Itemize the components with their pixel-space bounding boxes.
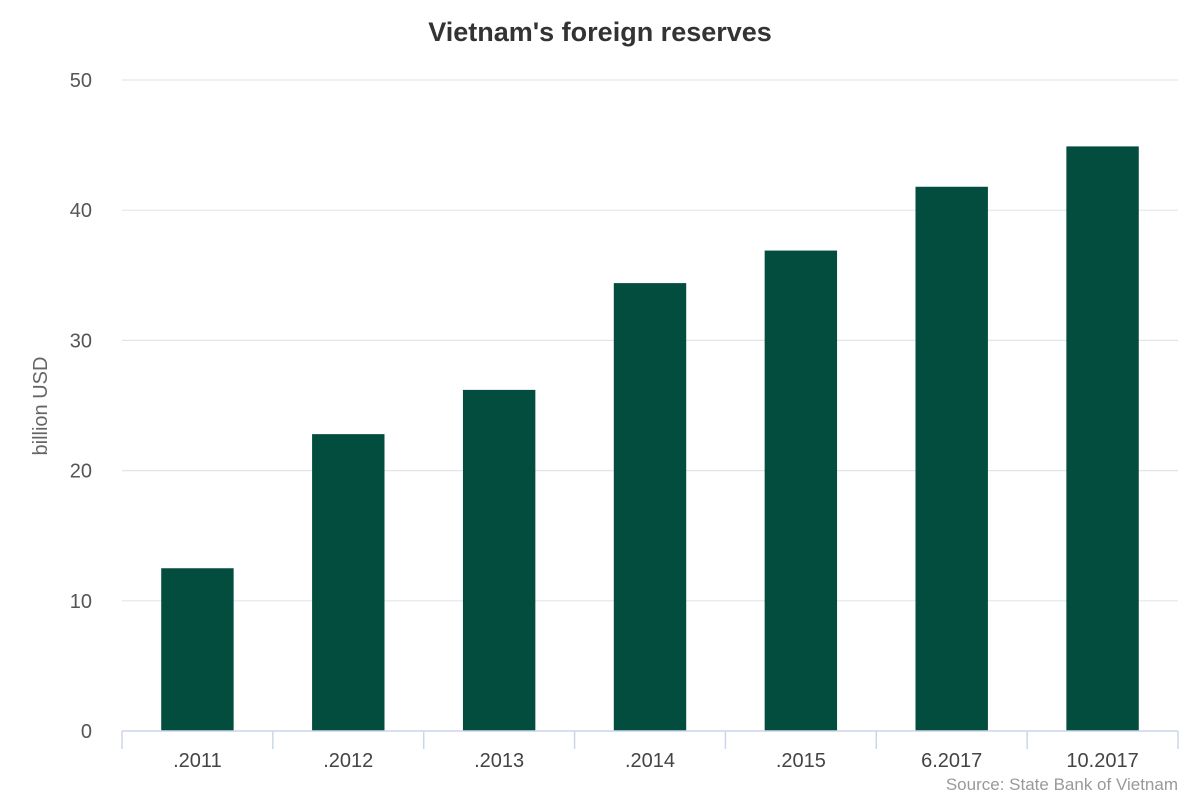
y-tick-label: 0 bbox=[81, 721, 92, 743]
bar[interactable] bbox=[613, 283, 687, 731]
x-tick-label: .2012 bbox=[323, 750, 373, 772]
bar[interactable] bbox=[161, 568, 234, 731]
bar[interactable] bbox=[915, 186, 988, 731]
source-credit: Source: State Bank of Vietnam bbox=[946, 775, 1178, 794]
x-tick-label: 6.2017 bbox=[921, 750, 982, 772]
y-tick-label: 10 bbox=[70, 591, 92, 613]
bar[interactable] bbox=[462, 389, 536, 731]
bar[interactable] bbox=[1066, 146, 1139, 732]
x-axis bbox=[121, 730, 1179, 749]
x-tick-label: .2011 bbox=[173, 750, 222, 772]
bar-series bbox=[161, 146, 1139, 732]
y-axis-ticks: 0 10 20 30 40 50 bbox=[70, 70, 92, 743]
chart-title: Vietnam's foreign reserves bbox=[428, 17, 772, 47]
x-tick-label: .2014 bbox=[625, 750, 675, 772]
y-tick-label: 20 bbox=[70, 461, 92, 483]
y-tick-label: 50 bbox=[70, 70, 92, 92]
bar[interactable] bbox=[764, 250, 838, 731]
y-tick-label: 30 bbox=[70, 330, 92, 352]
x-tick-label: 10.2017 bbox=[1066, 750, 1138, 772]
y-axis-title: billion USD bbox=[30, 357, 52, 456]
x-axis-ticks: .2011 .2012 .2013 .2014 .2015 6.2017 10.2017 bbox=[173, 750, 1139, 772]
bar[interactable] bbox=[312, 434, 385, 731]
y-tick-label: 40 bbox=[70, 200, 92, 222]
x-tick-label: .2013 bbox=[474, 750, 524, 772]
x-tick-label: .2015 bbox=[776, 750, 826, 772]
